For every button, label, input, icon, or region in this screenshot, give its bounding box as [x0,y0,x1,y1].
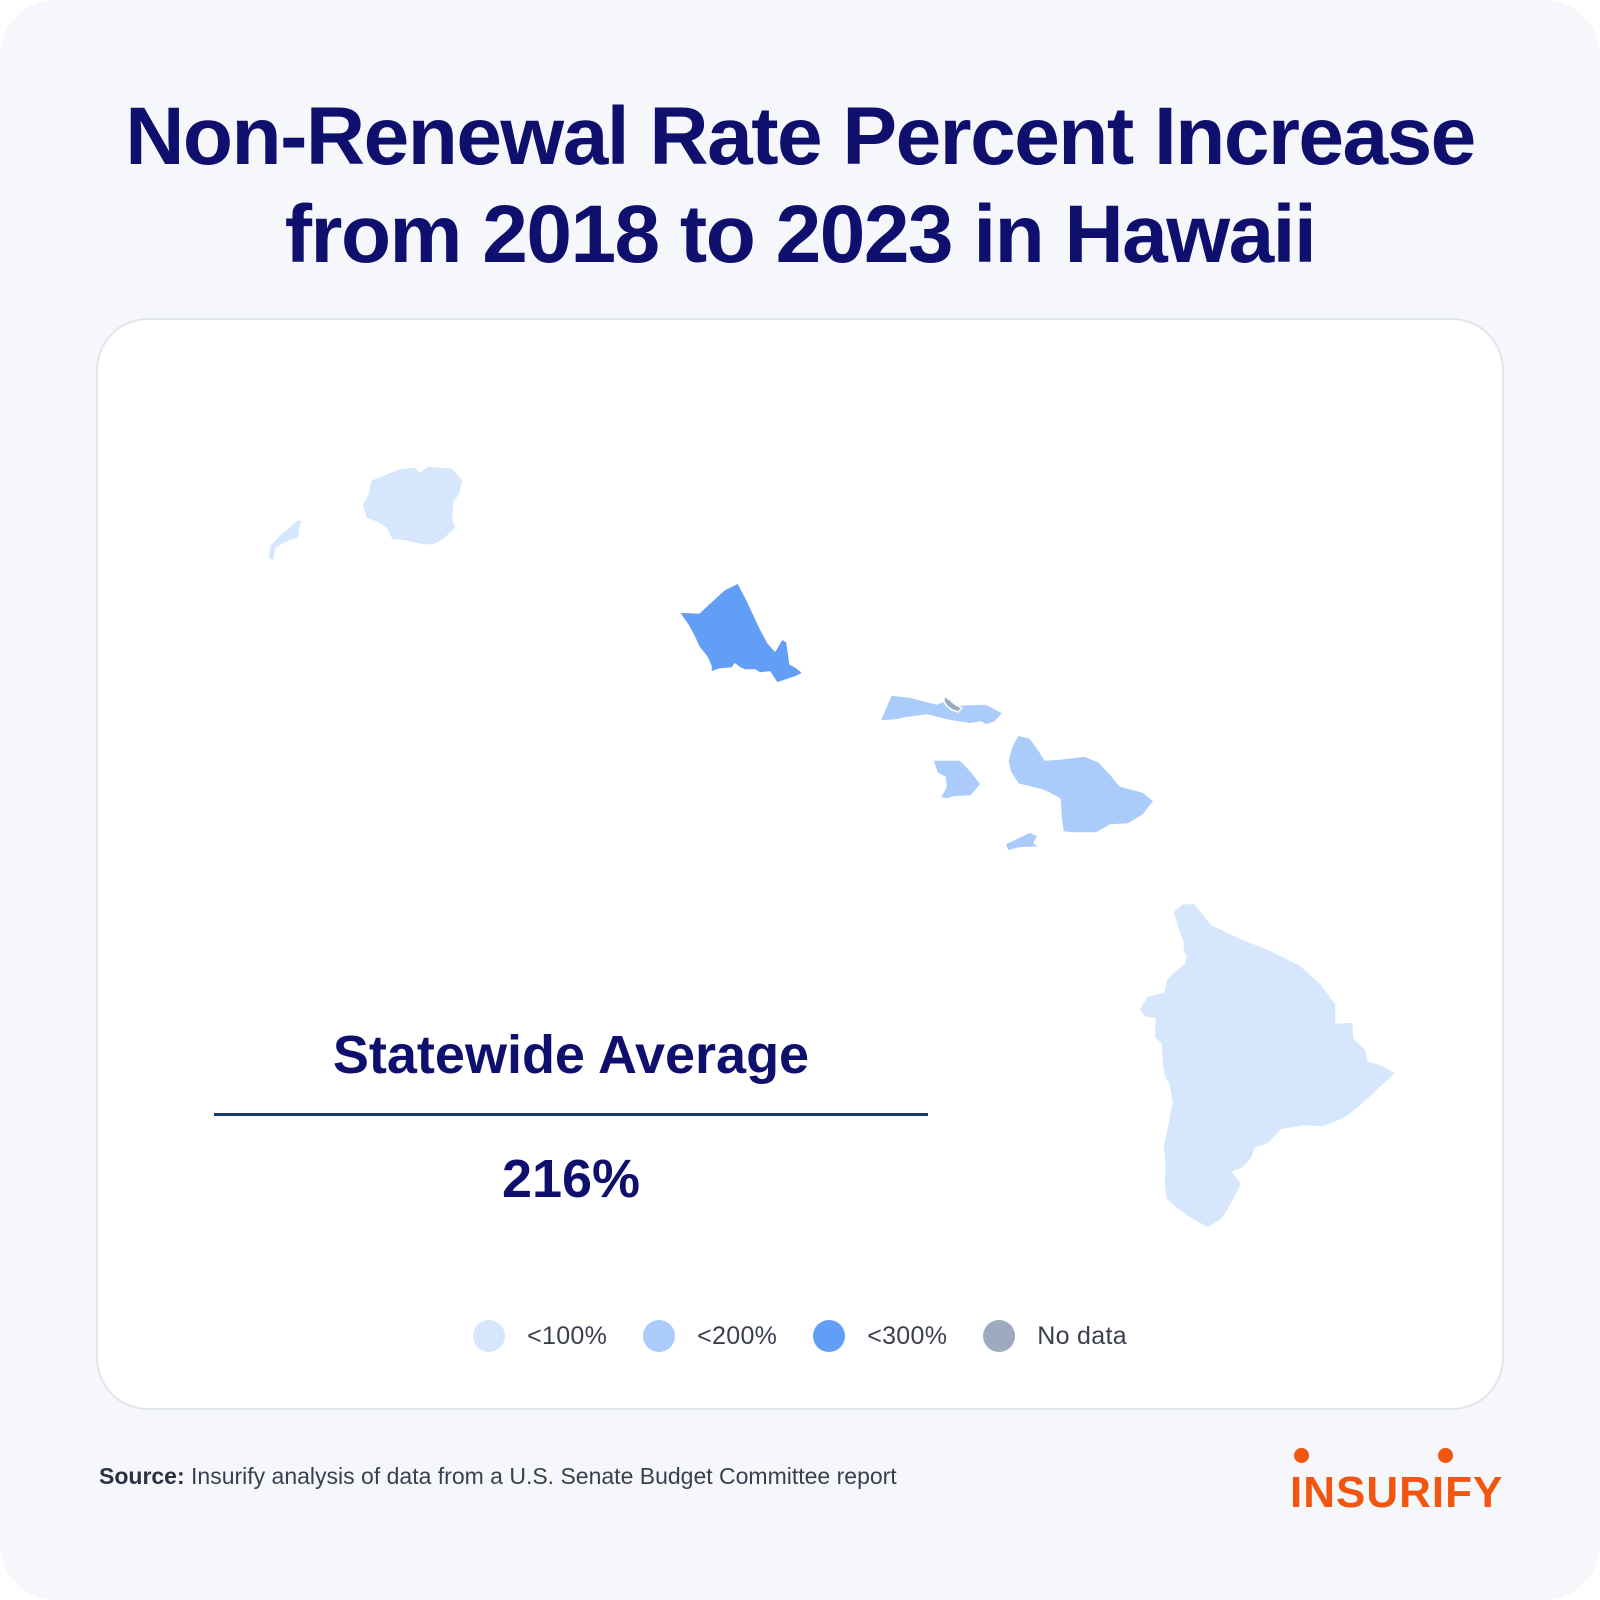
statewide-average-divider [214,1113,928,1116]
legend-item-under-200: <200% [643,1320,777,1352]
source-text: Insurify analysis of data from a U.S. Se… [184,1463,897,1489]
county-maui-lanai[interactable] [932,759,982,800]
logo-wordmark: INSURIFY [1290,1468,1504,1517]
county-kalawao[interactable] [943,695,963,713]
county-maui[interactable] [1007,734,1155,834]
county-kauai-niihau[interactable] [267,519,304,563]
legend-swatch [473,1320,506,1352]
legend-item-under-100: <100% [473,1320,607,1352]
legend-label: <100% [527,1321,608,1350]
statewide-average-label: Statewide Average [332,1025,810,1085]
legend-label: No data [1037,1321,1127,1350]
map-card [96,318,1504,1410]
county-honolulu[interactable] [678,582,804,684]
legend-swatch [813,1320,846,1352]
legend-item-under-300: <300% [813,1320,947,1352]
legend-swatch [983,1320,1016,1352]
county-maui-molokai[interactable] [879,694,1004,726]
county-hawaii[interactable] [1138,902,1397,1229]
county-kauai[interactable] [361,465,464,546]
source-prefix: Source: [99,1463,185,1489]
legend-item-no-data: No data [983,1320,1127,1352]
source-note: Source: Insurify analysis of data from a… [99,1463,897,1490]
legend-label: <200% [697,1321,778,1350]
title-line-1: Non-Renewal Rate Percent Increase [125,91,1476,182]
logo-dot-right [1438,1448,1453,1463]
title-line-2: from 2018 to 2023 in Hawaii [284,189,1317,280]
logo-dot-left [1294,1448,1309,1463]
map-legend: <100% <200% <300% No data [0,1320,1600,1352]
county-maui-kahoolawe[interactable] [1004,831,1041,852]
legend-swatch [643,1320,676,1352]
statewide-average-value: 216% [501,1149,641,1209]
insurify-logo: INSURIFY [1290,1448,1510,1518]
page-title: Non-Renewal Rate Percent Increase from 2… [0,88,1600,284]
legend-label: <300% [867,1321,948,1350]
